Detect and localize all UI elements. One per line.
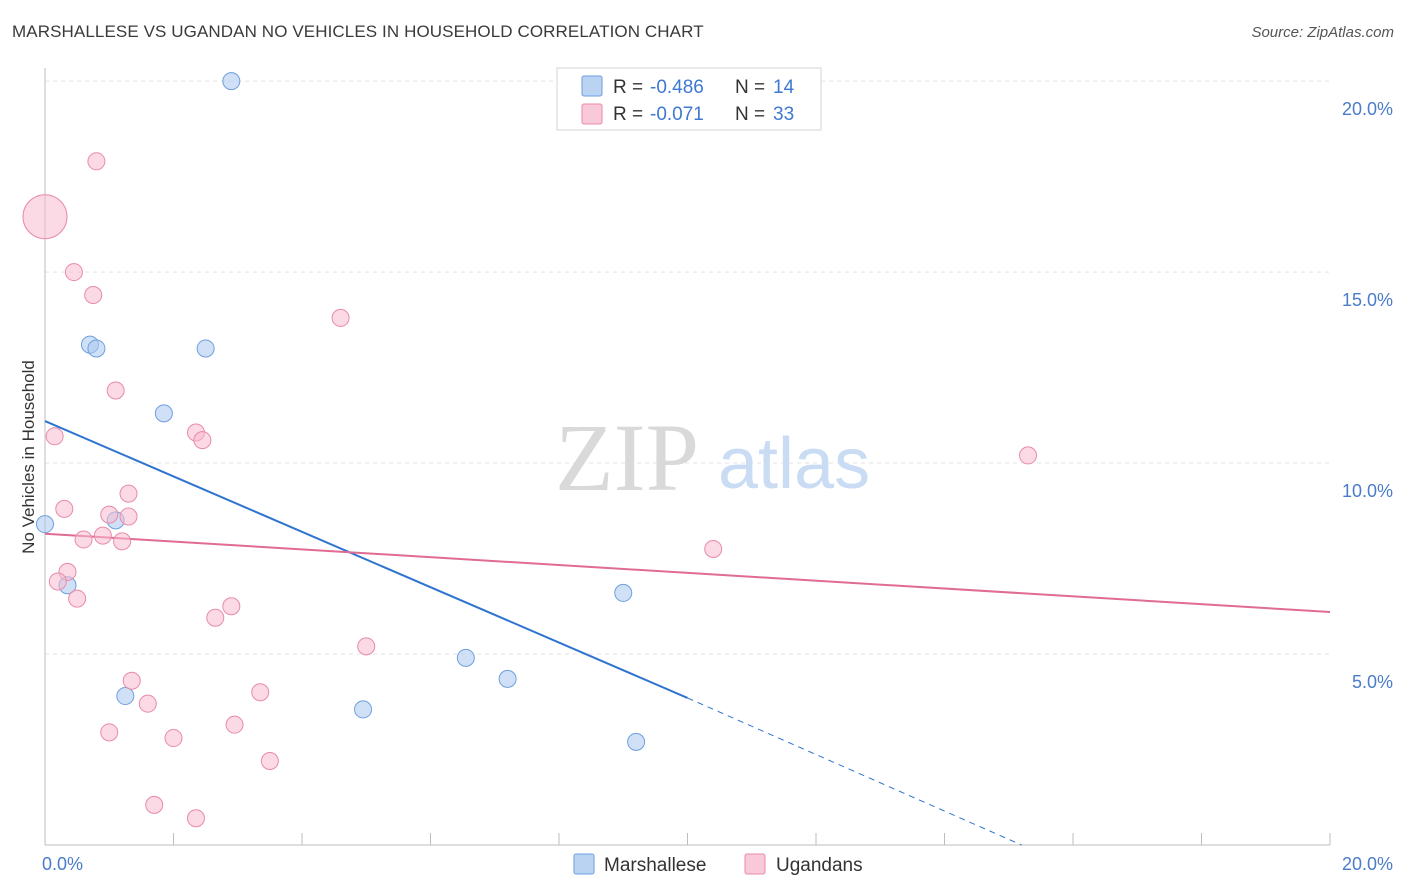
legend-r-label-ugandans: R = [613, 104, 643, 125]
point-ugandans [68, 589, 87, 608]
x-tick-labels: 0.0% 20.0% [42, 854, 1393, 874]
point-ugandans [119, 484, 138, 503]
point-ugandans [138, 694, 157, 713]
point-ugandans [1019, 446, 1038, 465]
bottom-legend-label-marshallese: Marshallese [604, 855, 706, 876]
point-marshallese [456, 648, 475, 667]
trend-line-ugandans [44, 532, 1331, 614]
point-ugandans [206, 608, 225, 627]
point-ugandans [106, 381, 125, 400]
point-marshallese [627, 732, 646, 751]
trend-lines [44, 420, 1331, 846]
point-ugandans [48, 572, 67, 591]
point-ugandans [186, 809, 205, 828]
stats-legend: R = -0.486 N = 14 R = -0.071 N = 33 [556, 67, 822, 131]
point-ugandans [331, 308, 350, 327]
point-ugandans [122, 671, 141, 690]
point-ugandans [119, 507, 138, 526]
bottom-legend-swatch-marshallese [573, 853, 595, 875]
bottom-legend-swatch-ugandans [744, 853, 766, 875]
x-tick-label: 0.0% [42, 854, 83, 874]
point-ugandans [357, 637, 376, 656]
source-label: Source: ZipAtlas.com [1251, 24, 1394, 41]
legend-r-value-marshallese: -0.486 [650, 77, 704, 98]
y-axis-label: No Vehicles in Household [19, 360, 38, 554]
y-tick-label: 10.0% [1342, 481, 1393, 501]
point-ugandans [260, 751, 279, 770]
point-ugandans [100, 505, 119, 524]
legend-n-label-ugandans: N = [735, 104, 765, 125]
point-marshallese [154, 404, 173, 423]
trend-line-marshallese [44, 420, 688, 699]
y-tick-labels: 5.0% 10.0% 15.0% 20.0% [1342, 99, 1393, 692]
y-tick-label: 20.0% [1342, 99, 1393, 119]
bottom-legend-label-ugandans: Ugandans [776, 855, 863, 876]
point-ugandans [87, 152, 106, 171]
point-ugandans [225, 715, 244, 734]
point-ugandans [93, 526, 112, 545]
point-ugandans [64, 263, 83, 282]
watermark-zip: ZIP [555, 404, 699, 511]
point-marshallese [614, 583, 633, 602]
legend-n-label-marshallese: N = [735, 77, 765, 98]
legend-r-label-marshallese: R = [613, 77, 643, 98]
legend-n-value-ugandans: 33 [773, 104, 794, 125]
point-ugandans [74, 530, 93, 549]
watermark: ZIP atlas [555, 404, 870, 511]
chart-title: MARSHALLESE VS UGANDAN NO VEHICLES IN HO… [12, 22, 704, 41]
y-tick-label: 5.0% [1352, 672, 1393, 692]
legend-swatch-ugandans [581, 103, 603, 125]
point-marshallese [116, 687, 135, 706]
point-ugandans [55, 499, 74, 518]
watermark-atlas: atlas [718, 424, 870, 504]
point-ugandans [193, 431, 212, 450]
point-marshallese [87, 339, 106, 358]
point-ugandans [164, 729, 183, 748]
point-marshallese [354, 700, 373, 719]
legend-swatch-marshallese [581, 75, 603, 97]
x-tick-label: 20.0% [1342, 854, 1393, 874]
point-marshallese [196, 339, 215, 358]
point-ugandans [251, 683, 270, 702]
legend-r-value-ugandans: -0.071 [650, 104, 704, 125]
point-ugandans [222, 597, 241, 616]
series-legend: Marshallese Ugandans [573, 853, 863, 876]
point-ugandans [704, 539, 723, 558]
point-marshallese [222, 72, 241, 91]
point-ugandans [113, 532, 132, 551]
point-ugandans [22, 194, 68, 240]
data-points [22, 72, 1038, 828]
legend-n-value-marshallese: 14 [773, 77, 795, 98]
y-tick-label: 15.0% [1342, 290, 1393, 310]
point-ugandans [100, 723, 119, 742]
trend-line-extension-marshallese [687, 697, 1022, 846]
point-ugandans [84, 285, 103, 304]
grid-lines [45, 80, 1330, 655]
point-ugandans [45, 427, 64, 446]
point-ugandans [145, 795, 164, 814]
point-marshallese [498, 669, 517, 688]
point-marshallese [36, 515, 54, 534]
